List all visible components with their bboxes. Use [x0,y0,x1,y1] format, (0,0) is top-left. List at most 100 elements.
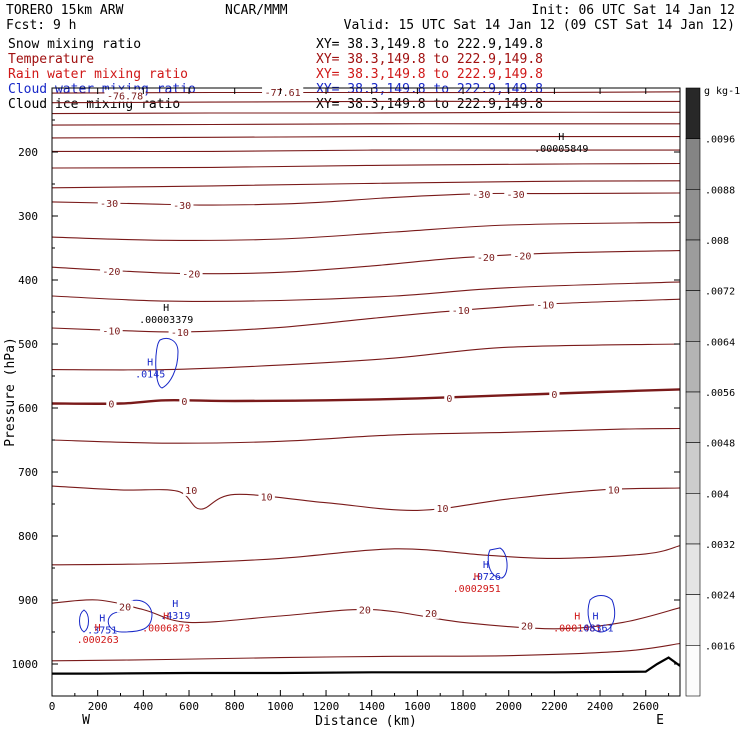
isotherm-label: 0 [551,390,557,401]
east-label: E [656,713,664,728]
isotherm-line [52,149,680,153]
extremum-value: .08361 [577,624,613,635]
y-tick-label: 700 [18,466,38,479]
isotherm-label-bg [474,250,498,263]
isotherm-label-bg [100,324,123,337]
field-label: Rain water mixing ratio [8,67,188,82]
field-label: Temperature [8,52,94,67]
isotherm-label-bg [100,265,123,278]
extremum-mark: H [163,303,169,314]
isotherm-label: 10 [436,504,448,515]
isotherm-line [52,485,680,511]
isotherm-label-bg [183,483,200,496]
x-axis-label: Distance (km) [315,714,417,729]
isotherm-label-bg [518,619,536,632]
extremum-value: .000263 [77,635,119,646]
forecast-hour: Fcst: 9 h [6,18,76,33]
west-label: W [82,713,90,728]
isotherm-label: -20 [182,270,200,281]
isotherm-line [52,180,680,189]
x-tick-label: 1800 [450,700,477,713]
field-label: Snow mixing ratio [8,37,141,52]
isotherm-label-bg [106,397,117,410]
isotherm-line [52,136,680,139]
extremum-value: .00005849 [534,144,588,155]
isotherm-label-bg [444,391,455,404]
colorbar-box [685,594,701,646]
isotherm-label-bg [422,606,440,619]
colorbar-box [685,189,701,241]
extremum-value: .0145 [135,370,165,381]
isotherm-label-bg [605,483,622,496]
isotherm-label: 20 [119,602,131,613]
colorbar-box [685,442,701,494]
x-tick-label: 2000 [495,700,522,713]
extremum-value: .0006873 [142,624,190,635]
y-tick-label: 1000 [12,658,39,671]
terrain-line [52,656,680,675]
colorbar-tick-label: .0024 [705,591,735,602]
x-tick-label: 0 [49,700,56,713]
colorbar-box [685,391,701,443]
isotherm-label-bg [262,85,304,98]
isotherm-line [52,545,680,566]
cloud-contours [79,338,616,633]
x-tick-label: 2400 [587,700,614,713]
extremum-value: .0002951 [453,584,501,595]
extremum-value: .0001481 [553,624,601,635]
x-tick-label: 1600 [404,700,431,713]
extremum-mark: H [147,358,153,369]
isotherm-label: -30 [173,201,191,212]
colorbar-box [685,493,701,545]
isotherm-label: 20 [521,622,533,633]
isotherm-label-bg [168,325,192,338]
isotherm-line [52,162,680,169]
colorbar-tick-label: .0016 [705,641,735,652]
extremum-mark: H [574,612,580,623]
field-label: Cloud ice mixing ratio [8,97,180,112]
model-name: TORERO 15km ARW [6,3,124,18]
extremum-mark: H [172,599,178,610]
isotherm-line [52,111,680,115]
field-legend: Snow mixing ratio XY= 38.3,149.8 to 222.9… [8,37,543,112]
isotherm-label: -30 [100,199,118,210]
field-xy-range: XY= 38.3,149.8 to 222.9,149.8 [316,52,543,67]
colorbar-ticks: .0016 .0024 .0032 .004 .0048 .0056 .0064 .0072.… [705,135,735,653]
extremum-value: .3751 [87,626,117,637]
extremum-mark: H [99,614,105,625]
colorbar-box [685,290,701,342]
isotherm-label: -10 [536,300,554,311]
plot-area: -77.61 -76.78 -30 -30 -30 -30 -20 -20 -20 -20 -10 -… [3,85,681,729]
isotherm-line [52,427,680,444]
isotherm-line [52,343,680,371]
field-label: Cloud water mixing ratio [8,82,196,97]
y-tick-label: 400 [18,274,38,287]
cloud-water-contour [79,609,89,633]
field-xy-range: XY= 38.3,149.8 to 222.9,149.8 [316,82,543,97]
colorbar-boxes [685,87,701,697]
extremum-value: .0726 [471,572,501,583]
isotherm-label-bg [549,387,560,400]
y-tick-label: 500 [18,338,38,351]
colorbar-box [685,87,701,139]
valid-time: Valid: 15 UTC Sat 14 Jan 12 (09 CST Sat … [344,18,735,33]
isotherm-line [52,281,680,303]
extremum-mark: H [163,612,169,623]
x-tick-label: 600 [179,700,199,713]
isotherm-label: 10 [261,492,273,503]
isotherm-label: 0 [108,400,114,411]
isotherm-label-bg [179,394,190,407]
x-tick-label: 200 [88,700,108,713]
isotherm-label: -20 [513,252,531,263]
colorbar-tick-label: .0072 [705,287,735,298]
isotherm-label: -20 [477,253,495,264]
isotherm-line [52,123,680,126]
cloud-water-contour [155,338,179,389]
isotherm-label: 0 [181,397,187,408]
isotherm-label-bg [449,304,473,317]
init-time: Init: 06 UTC Sat 14 Jan 12 [532,3,736,18]
x-tick-label: 2200 [541,700,568,713]
isotherm-label-bg [434,501,451,514]
isotherm-label: -30 [472,190,490,201]
